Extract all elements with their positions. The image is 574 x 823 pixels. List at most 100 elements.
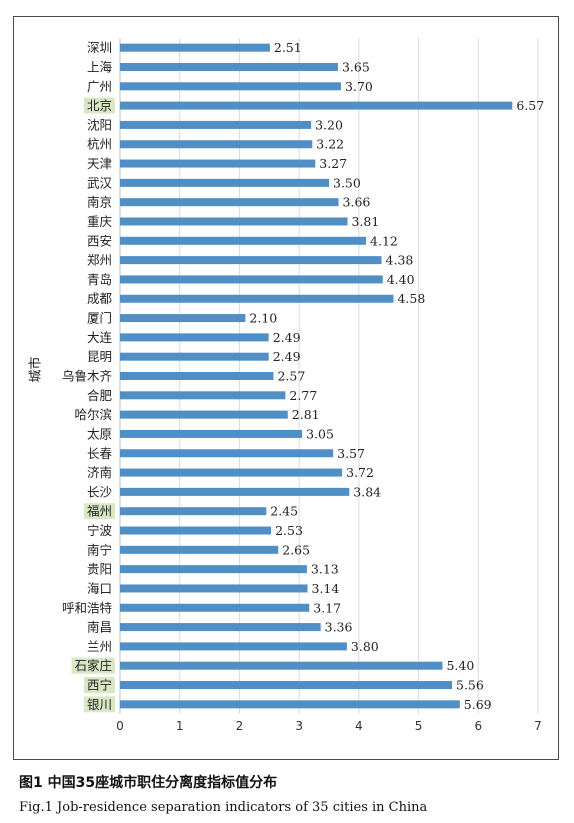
- value-label: 4.40: [387, 272, 415, 287]
- category-label: 西宁: [87, 678, 112, 693]
- category-label: 太原: [87, 426, 112, 441]
- value-label: 5.69: [464, 697, 492, 712]
- value-label: 2.53: [275, 523, 303, 538]
- category-highlight: [84, 677, 115, 694]
- bar: [120, 603, 310, 612]
- category-label: 大连: [87, 330, 113, 345]
- value-label: 3.65: [342, 59, 370, 74]
- category-label: 厦门: [87, 311, 112, 326]
- figure-caption-chinese: 图1 中国35座城市职住分离度指标值分布: [19, 775, 278, 791]
- x-tick-label: 6: [474, 719, 482, 733]
- value-label: 2.81: [292, 407, 320, 422]
- category-label: 广州: [87, 79, 112, 94]
- bar: [120, 159, 316, 168]
- category-labels: 深圳上海广州北京沈阳杭州天津武汉南京重庆西安郑州青岛成都厦门大连昆明乌鲁木齐合肥…: [62, 40, 113, 712]
- x-tick-label: 1: [176, 719, 184, 733]
- category-label: 武汉: [87, 175, 113, 190]
- value-label: 3.66: [343, 195, 371, 210]
- value-label: 3.57: [337, 446, 365, 461]
- category-label: 长春: [87, 446, 113, 461]
- x-tick-label: 2: [236, 719, 244, 733]
- y-axis-title: 城市: [28, 356, 44, 383]
- category-label: 合肥: [87, 388, 113, 403]
- category-label: 南宁: [87, 542, 112, 557]
- bar: [120, 681, 453, 690]
- bar: [120, 565, 307, 574]
- bar: [120, 642, 347, 651]
- category-label: 西安: [87, 233, 112, 248]
- category-label: 海口: [87, 581, 112, 596]
- value-label: 4.58: [397, 291, 425, 306]
- value-label: 2.51: [274, 40, 302, 55]
- category-label: 济南: [87, 465, 112, 480]
- bar: [120, 661, 443, 670]
- value-label: 2.77: [289, 388, 317, 403]
- category-label: 青岛: [87, 272, 112, 287]
- value-label: 2.49: [273, 330, 301, 345]
- figure-caption-english: Fig.1 Job-residence separation indicator…: [19, 800, 428, 815]
- bar: [120, 82, 341, 91]
- bar: [120, 236, 367, 245]
- chart-frame: [13, 16, 559, 760]
- category-label: 沈阳: [87, 117, 112, 132]
- x-tick-label: 3: [295, 719, 303, 733]
- bar: [120, 333, 269, 342]
- value-label: 3.14: [312, 581, 340, 596]
- value-label: 3.27: [319, 156, 347, 171]
- x-tick-label: 4: [355, 719, 363, 733]
- category-label: 银川: [87, 697, 112, 712]
- bar: [120, 101, 513, 110]
- value-label: 3.13: [311, 562, 339, 577]
- bar: [120, 468, 343, 477]
- category-label: 哈尔滨: [74, 407, 112, 422]
- bar: [120, 487, 350, 496]
- bar: [120, 449, 334, 458]
- value-label: 2.65: [282, 542, 310, 557]
- category-label: 杭州: [87, 137, 112, 152]
- bar: [120, 429, 303, 438]
- category-label: 兰州: [87, 639, 112, 654]
- bar: [120, 700, 460, 709]
- value-label: 3.36: [325, 620, 353, 635]
- x-tick-labels: 0 1 2 3 4 5 6 7: [116, 719, 542, 733]
- category-label: 福州: [87, 504, 112, 519]
- category-highlight: [71, 657, 115, 674]
- category-label: 昆明: [87, 349, 112, 364]
- category-label: 北京: [87, 98, 112, 113]
- category-label: 成都: [87, 291, 113, 306]
- value-label: 3.80: [351, 639, 379, 654]
- bar: [120, 352, 269, 361]
- category-label: 呼和浩特: [62, 600, 112, 615]
- category-label: 石家庄: [74, 658, 112, 673]
- value-label: 2.49: [273, 349, 301, 364]
- bar: [120, 198, 339, 207]
- bar: [120, 120, 312, 129]
- category-highlight: [84, 97, 115, 114]
- value-label: 3.20: [315, 117, 343, 132]
- category-label: 宁波: [87, 523, 113, 538]
- value-label: 3.84: [353, 484, 381, 499]
- value-labels: 2.51 3.65 3.70 6.57 3.20 3.22 3.27 3.50 3.66 3.81…: [249, 40, 544, 712]
- category-label: 郑州: [87, 253, 112, 268]
- value-label: 5.40: [446, 658, 474, 673]
- category-label: 重庆: [87, 214, 113, 229]
- x-tick-label: 5: [415, 719, 423, 733]
- category-highlight: [84, 696, 115, 713]
- value-label: 6.57: [516, 98, 544, 113]
- value-label: 2.45: [270, 504, 298, 519]
- value-label: 4.12: [370, 233, 398, 248]
- bar: [120, 275, 383, 284]
- category-label: 长沙: [87, 484, 113, 499]
- bar: [120, 294, 394, 303]
- category-label: 南京: [87, 195, 112, 210]
- bar: [120, 178, 329, 187]
- value-label: 3.70: [345, 79, 373, 94]
- bar: [120, 372, 274, 380]
- x-tick-label: 0: [116, 719, 124, 733]
- category-label: 乌鲁木齐: [62, 369, 113, 384]
- bar: [120, 545, 279, 554]
- category-label: 贵阳: [87, 562, 112, 577]
- value-label: 2.10: [249, 311, 277, 326]
- x-tick-label: 7: [534, 719, 542, 733]
- bar: [120, 43, 270, 52]
